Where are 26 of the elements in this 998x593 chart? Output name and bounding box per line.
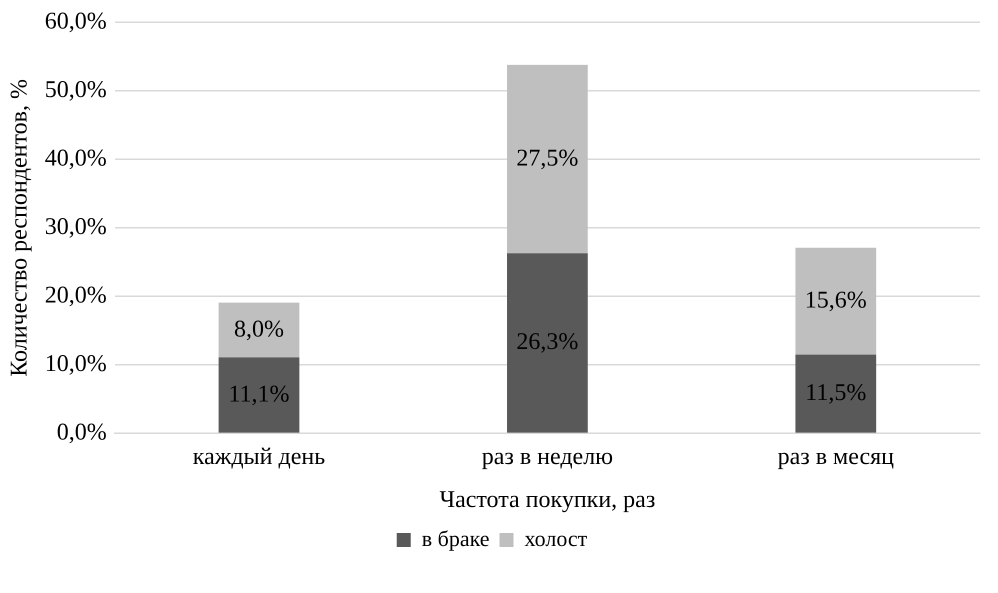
y-tick-label: 0,0% <box>56 420 107 446</box>
y-axis-title: Количество респондентов, % <box>6 79 33 377</box>
data-label: 15,6% <box>804 287 867 314</box>
y-tick-label: 20,0% <box>44 282 107 309</box>
bar <box>507 253 588 433</box>
data-label: 27,5% <box>516 145 578 172</box>
legend-label: в браке <box>422 526 490 551</box>
x-axis-title: Частота покупки, раз <box>439 486 656 513</box>
bar <box>795 248 876 355</box>
x-tick-label: каждый день <box>192 444 326 470</box>
x-tick-label: раз в неделю <box>482 444 614 470</box>
y-tick-label: 30,0% <box>44 214 107 240</box>
legend-label: холост <box>524 526 588 551</box>
y-tick-label: 50,0% <box>44 77 107 104</box>
data-label: 8,0% <box>234 316 284 342</box>
y-tick-label: 40,0% <box>44 146 107 172</box>
data-label: 26,3% <box>516 329 578 356</box>
x-tick-label: раз в месяц <box>778 444 894 470</box>
data-label: 11,1% <box>228 381 290 408</box>
data-label: 11,5% <box>805 380 866 406</box>
bar <box>218 302 300 358</box>
bar <box>795 354 876 433</box>
bar <box>507 64 588 254</box>
y-tick-label: 10,0% <box>44 351 107 378</box>
y-tick-label: 60,0% <box>44 8 107 35</box>
bar <box>218 357 300 433</box>
